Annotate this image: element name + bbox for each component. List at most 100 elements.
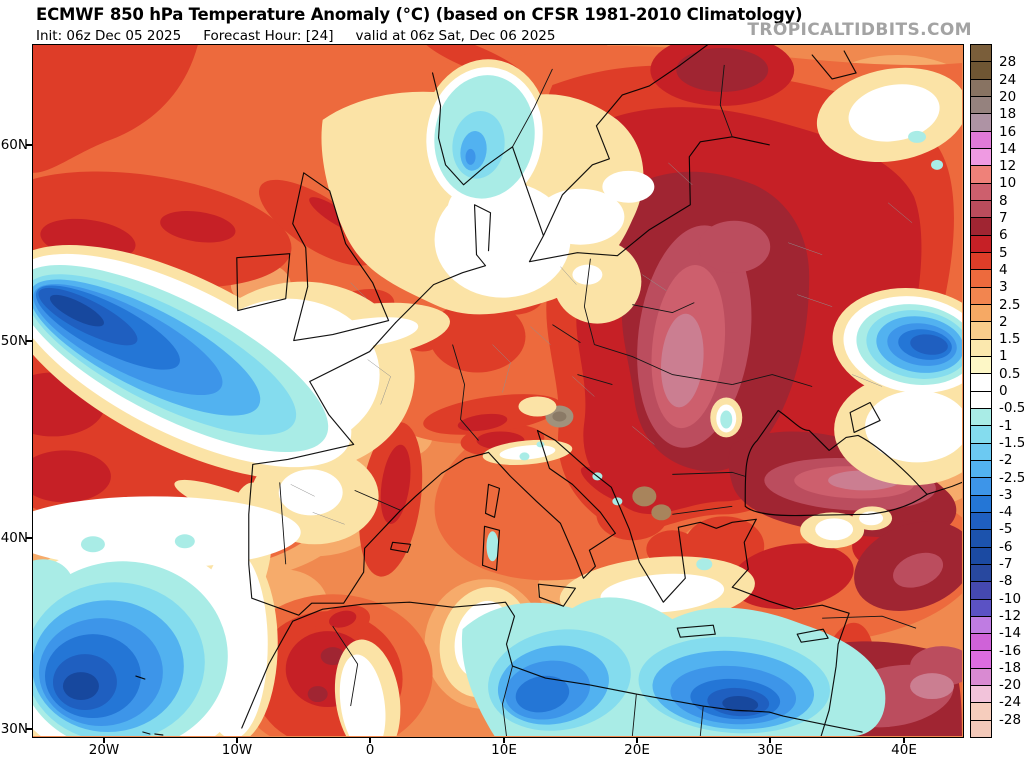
x-axis-tick [503, 738, 505, 743]
colorbar-segment [971, 95, 991, 114]
x-axis-tick [236, 738, 238, 743]
y-axis-tick [26, 340, 32, 342]
colorbar-label: -1.5 [999, 434, 1024, 451]
colorbar-label: -18 [999, 659, 1022, 676]
colorbar-label: 2.5 [999, 296, 1021, 313]
colorbar-segment [971, 563, 991, 582]
colorbar [970, 44, 992, 738]
watermark: TROPICALTIDBITS.COM [747, 20, 972, 40]
colorbar-label: 1.5 [999, 331, 1021, 348]
colorbar-segment [971, 667, 991, 686]
country-borders [279, 64, 917, 736]
colorbar-label: -28 [999, 711, 1022, 728]
colorbar-segment [971, 407, 991, 426]
colorbar-segment [971, 546, 991, 564]
colorbar-segment [971, 425, 991, 443]
colorbar-segment [971, 442, 991, 460]
colorbar-segment [971, 511, 991, 530]
colorbar-label: 10 [999, 175, 1017, 192]
colorbar-segment [971, 165, 991, 183]
colorbar-segment [971, 355, 991, 374]
colorbar-label: 8 [999, 192, 1008, 209]
forecast-hour: Forecast Hour: [24] [203, 28, 334, 44]
colorbar-segment [971, 685, 991, 703]
colorbar-label: -4 [999, 504, 1013, 521]
run-info: Init: 06z Dec 05 2025 Forecast Hour: [24… [36, 28, 555, 44]
page-title: ECMWF 850 hPa Temperature Anomaly (°C) (… [36, 5, 803, 24]
colorbar-segment [971, 598, 991, 616]
colorbar-segment [971, 633, 991, 651]
colorbar-label: -12 [999, 607, 1022, 624]
colorbar-label: -10 [999, 590, 1022, 607]
colorbar-segment [971, 61, 991, 79]
colorbar-label: -7 [999, 556, 1013, 572]
colorbar-segment [971, 338, 991, 356]
colorbar-label: -1 [999, 417, 1013, 434]
colorbar-segment [971, 373, 991, 391]
colorbar-label: 4 [999, 261, 1008, 278]
x-axis-tick [369, 738, 371, 743]
colorbar-segment [971, 45, 991, 62]
map-canvas[interactable] [32, 44, 964, 738]
colorbar-segment [971, 390, 991, 408]
colorbar-label: 12 [999, 158, 1017, 175]
colorbar-segment [971, 251, 991, 270]
y-axis-tick [26, 144, 32, 146]
colorbar-segment [971, 459, 991, 478]
colorbar-label: -3 [999, 486, 1013, 503]
colorbar-segment [971, 130, 991, 148]
y-axis-tick [26, 537, 32, 539]
colorbar-label: 0 [999, 383, 1008, 399]
colorbar-label: -24 [999, 694, 1022, 711]
x-axis-label: 30E [757, 742, 783, 758]
colorbar-label: -14 [999, 625, 1022, 642]
colorbar-segment [971, 615, 991, 634]
colorbar-label: 1 [999, 348, 1008, 365]
colorbar-segment [971, 581, 991, 599]
colorbar-label: 2 [999, 313, 1008, 330]
colorbar-segment [971, 182, 991, 200]
x-axis-label: 20E [624, 742, 650, 758]
colorbar-label: 28 [999, 54, 1017, 71]
colorbar-label: -16 [999, 642, 1022, 659]
anomaly-map-graphic [33, 45, 962, 736]
colorbar-label: 5 [999, 244, 1008, 261]
x-axis-tick [103, 738, 105, 743]
y-axis-label: 30N [0, 721, 28, 737]
x-axis-label: 10E [491, 742, 517, 758]
x-axis-label: 40E [891, 742, 917, 758]
colorbar-segment [971, 321, 991, 339]
x-axis-label: 0 [365, 742, 375, 758]
colorbar-segment [971, 269, 991, 287]
colorbar-segment [971, 113, 991, 131]
colorbar-label: -8 [999, 573, 1013, 590]
colorbar-label: -0.5 [999, 400, 1024, 417]
y-axis-label: 60N [0, 137, 28, 153]
colorbar-label: -5 [999, 521, 1013, 538]
colorbar-segment [971, 477, 991, 495]
colorbar-label: -2.5 [999, 469, 1024, 486]
init-time: Init: 06z Dec 05 2025 [36, 28, 182, 44]
coastlines [135, 45, 962, 736]
colorbar-segment [971, 494, 991, 512]
colorbar-label: 3 [999, 279, 1008, 296]
colorbar-label: 20 [999, 88, 1017, 105]
x-axis-tick [769, 738, 771, 743]
colorbar-segment [971, 147, 991, 166]
y-axis-label: 50N [0, 333, 28, 349]
colorbar-segment [971, 719, 991, 738]
colorbar-segment [971, 286, 991, 304]
colorbar-segment [971, 217, 991, 235]
colorbar-segment [971, 199, 991, 218]
colorbar-label: 16 [999, 123, 1017, 140]
colorbar-label: -20 [999, 677, 1022, 694]
colorbar-label: 14 [999, 140, 1017, 157]
valid-time: valid at 06z Sat, Dec 06 2025 [355, 28, 556, 44]
x-axis-label: 20W [88, 742, 120, 758]
colorbar-segment [971, 650, 991, 668]
x-axis-tick [636, 738, 638, 743]
colorbar-segment [971, 234, 991, 252]
colorbar-label: 7 [999, 210, 1008, 226]
y-axis-label: 40N [0, 530, 28, 546]
